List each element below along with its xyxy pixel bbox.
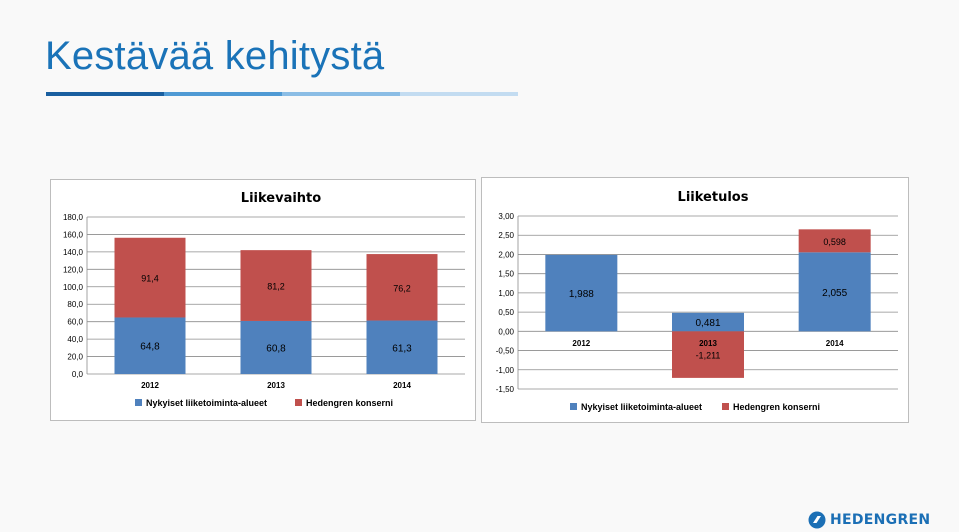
title-underline-segment-2 — [164, 92, 282, 96]
hedengren-logo: HEDENGREN — [808, 510, 930, 530]
x-tick-label: 2012 — [572, 339, 590, 348]
legend-label: Nykyiset liiketoiminta-alueet — [581, 402, 702, 412]
y-tick-label: -0,50 — [496, 347, 515, 356]
bar-hedengren-2014 — [366, 254, 438, 321]
y-tick-label: 0,00 — [498, 327, 514, 336]
chart-title: Liiketulos — [678, 190, 749, 205]
liiketulos-chart: Liiketulos -1,50 -1,00 -0,50 0,00 0,50 1,00 1,5… — [481, 177, 909, 423]
y-tick-label: 2,00 — [498, 250, 514, 259]
y-tick-label: 1,50 — [498, 270, 514, 279]
x-tick-label: 2012 — [141, 381, 159, 390]
y-tick-label: 120,0 — [63, 265, 84, 274]
legend-label: Hedengren konserni — [306, 398, 393, 408]
x-tick-label: 2014 — [393, 381, 411, 390]
data-label: 60,8 — [266, 343, 286, 354]
data-label: 2,055 — [822, 288, 847, 299]
y-tick-label: 1,00 — [498, 289, 514, 298]
logo-text: HEDENGREN — [830, 512, 931, 528]
chart-svg: Liiketulos -1,50 -1,00 -0,50 0,00 0,50 1,00 1,5… — [496, 190, 898, 412]
x-tick-label: 2013 — [699, 339, 717, 348]
y-tick-label: 160,0 — [63, 230, 84, 239]
bar-nykyiset-2013 — [240, 320, 312, 374]
data-label: 64,8 — [140, 342, 160, 353]
y-tick-label: 60,0 — [67, 318, 83, 327]
title-underline-segment-4 — [400, 92, 518, 96]
legend-label: Nykyiset liiketoiminta-alueet — [146, 398, 267, 408]
bar-nykyiset-2014 — [366, 320, 438, 374]
y-tick-label: 0,0 — [72, 370, 84, 379]
chart-svg: Liikevaihto 0,0 20,0 40,0 60,0 80,0 100,0 120,0… — [63, 191, 465, 408]
title-underline — [46, 92, 518, 96]
hedengren-logo-icon — [808, 511, 826, 529]
x-tick-label: 2014 — [826, 339, 844, 348]
liikevaihto-chart: Liikevaihto 0,0 20,0 40,0 60,0 80,0 100,0 120,0… — [50, 179, 476, 421]
y-tick-label: 2,50 — [498, 231, 514, 240]
legend-swatch-nykyiset — [570, 403, 577, 410]
slide-title: Kestävää kehitystä — [45, 34, 385, 78]
y-tick-label: 80,0 — [67, 300, 83, 309]
bar-hedengren-2012 — [114, 237, 186, 318]
bar-nykyiset-2014 — [798, 252, 871, 332]
data-label: 1,988 — [569, 289, 594, 300]
x-tick-label: 2013 — [267, 381, 285, 390]
data-label: 0,598 — [823, 237, 846, 247]
bar-nykyiset-2012 — [114, 317, 186, 374]
y-tick-label: 20,0 — [67, 353, 83, 362]
data-label: 0,481 — [695, 318, 720, 329]
chart-title: Liikevaihto — [241, 191, 321, 206]
y-tick-label: 180,0 — [63, 213, 84, 222]
legend-swatch-hedengren — [295, 399, 302, 406]
y-tick-label: 140,0 — [63, 248, 84, 257]
y-tick-label: -1,00 — [496, 366, 515, 375]
data-label: 61,3 — [392, 343, 412, 354]
data-label: 91,4 — [141, 274, 159, 284]
bar-hedengren-2013 — [240, 250, 312, 321]
y-tick-label: 40,0 — [67, 335, 83, 344]
bar-nykyiset-2013 — [672, 312, 744, 332]
y-tick-label: 100,0 — [63, 283, 84, 292]
y-tick-label: 3,00 — [498, 212, 514, 221]
title-underline-segment-3 — [282, 92, 400, 96]
title-underline-segment-1 — [46, 92, 164, 96]
bar-nykyiset-2012 — [545, 254, 618, 332]
legend-swatch-hedengren — [722, 403, 729, 410]
legend-swatch-nykyiset — [135, 399, 142, 406]
y-tick-label: 0,50 — [498, 308, 514, 317]
bar-hedengren-2014 — [798, 229, 871, 253]
data-label: -1,211 — [696, 351, 721, 361]
y-tick-label: -1,50 — [496, 385, 515, 394]
bar-hedengren-2013 — [672, 331, 744, 378]
data-label: 76,2 — [393, 283, 411, 293]
data-label: 81,2 — [267, 282, 285, 292]
legend-label: Hedengren konserni — [733, 402, 820, 412]
